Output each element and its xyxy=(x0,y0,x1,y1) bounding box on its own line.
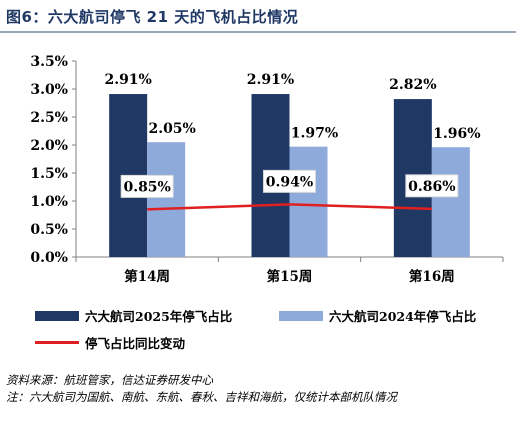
footer: 资料来源：航班管家，信达证券研发中心 注：六大航司为国航、南航、东航、春秋、吉祥… xyxy=(6,372,511,406)
y-tick-label: 3.0% xyxy=(30,82,68,98)
legend-swatch-2025 xyxy=(35,310,79,321)
bar-data-label: 1.97% xyxy=(291,126,338,142)
bar-2024 xyxy=(147,142,186,257)
legend-swatch-2024 xyxy=(279,310,323,321)
bar-2024 xyxy=(289,146,328,257)
legend-item-2024: 六大航司2024年停飞占比 xyxy=(279,306,476,325)
line-label-box xyxy=(405,174,459,198)
legend-item-yoy: 停飞占比同比变动 xyxy=(35,333,185,352)
line-data-label: 0.86% xyxy=(408,179,455,195)
title-divider xyxy=(0,31,516,33)
legend-label-2025: 六大航司2025年停飞占比 xyxy=(85,309,233,324)
y-tick-label: 1.0% xyxy=(30,194,68,210)
x-tick-label: 第14周 xyxy=(124,268,170,285)
legend-line-yoy xyxy=(35,341,79,344)
legend-label-yoy: 停飞占比同比变动 xyxy=(85,336,186,351)
footnote: 注：六大航司为国航、南航、东航、春秋、吉祥和海航，仅统计本部机队情况 xyxy=(6,390,397,404)
line-label-box xyxy=(263,169,316,193)
x-tick-label: 第15周 xyxy=(267,268,313,285)
line-label-box xyxy=(120,174,174,198)
legend-item-2025: 六大航司2025年停飞占比 xyxy=(35,306,232,325)
y-tick-label: 0.5% xyxy=(30,222,68,238)
yoy-change-line xyxy=(147,203,432,211)
x-tick-label: 第16周 xyxy=(409,268,455,285)
bar-data-label: 2.05% xyxy=(148,121,195,137)
bar-2024 xyxy=(431,147,470,257)
bar-data-label: 2.91% xyxy=(247,72,294,88)
y-tick-label: 1.5% xyxy=(30,166,68,182)
y-tick-label: 0.0% xyxy=(30,250,68,266)
y-tick-label: 2.0% xyxy=(30,138,68,154)
y-tick-label: 2.5% xyxy=(30,110,68,126)
title-bar: 图6：六大航司停飞 21 天的飞机占比情况 xyxy=(0,0,516,33)
legend-label-2024: 六大航司2024年停飞占比 xyxy=(329,309,477,324)
bar-data-label: 2.91% xyxy=(104,72,151,88)
bar-data-label: 2.82% xyxy=(389,77,436,93)
y-tick-label: 3.5% xyxy=(30,54,68,70)
line-data-label: 0.85% xyxy=(123,179,170,195)
bar-data-label: 1.96% xyxy=(433,126,480,142)
chart-area: 0.0% 0.5% 1.0% 1.5% 2.0% 2.5% 3.0% 3.5% 第14周 第15周… xyxy=(30,54,504,285)
chart-title: 图6：六大航司停飞 21 天的飞机占比情况 xyxy=(6,8,299,26)
line-data-label: 0.94% xyxy=(266,174,313,190)
source-note: 资料来源：航班管家，信达证券研发中心 xyxy=(6,373,213,387)
